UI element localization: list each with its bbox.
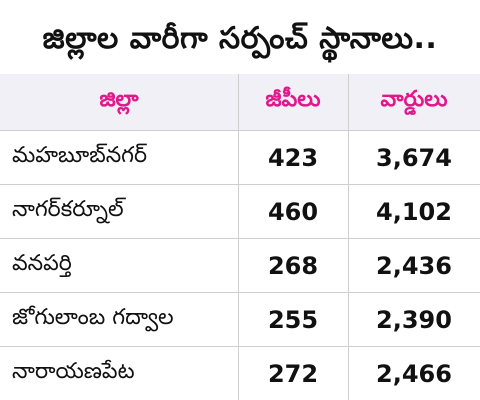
ward-count: 2,390 [376,305,452,334]
ward-count: 4,102 [376,197,452,226]
gp-count: 255 [267,305,319,334]
district-name: నాగర్‌కర్నూల్ [12,196,124,222]
table-header: జిల్లా జీపీలు వార్డులు [0,74,480,130]
district-table: జిల్లా జీపీలు వార్డులు మహబూబ్‌నగర్ 423 3… [0,74,480,400]
header-gps: జీపీలు [265,87,321,112]
table-row: జోగులాంబ గద్వాల 255 2,390 [0,292,480,346]
column-divider [348,74,349,400]
district-name: జోగులాంబ గద్వాల [12,304,174,330]
column-divider [238,74,239,400]
table-row: మహబూబ్‌నగర్ 423 3,674 [0,130,480,184]
page-title: జిల్లాల వారీగా సర్పంచ్ స్థానాలు.. [42,21,438,56]
ward-count: 2,436 [376,251,452,280]
table-row: నారాయణపేట 272 2,466 [0,346,480,400]
district-name: మహబూబ్‌నగర్ [12,142,148,168]
table-row: నాగర్‌కర్నూల్ 460 4,102 [0,184,480,238]
gp-count: 460 [267,197,319,226]
header-district: జిల్లా [99,87,139,112]
district-name: నారాయణపేట [12,358,135,384]
gp-count: 268 [267,251,319,280]
gp-count: 272 [267,359,319,388]
ward-count: 2,466 [376,359,452,388]
table-row: వనపర్తి 268 2,436 [0,238,480,292]
gp-count: 423 [267,143,319,172]
ward-count: 3,674 [376,143,452,172]
district-name: వనపర్తి [12,250,72,276]
header-wards: వార్డులు [380,87,448,112]
